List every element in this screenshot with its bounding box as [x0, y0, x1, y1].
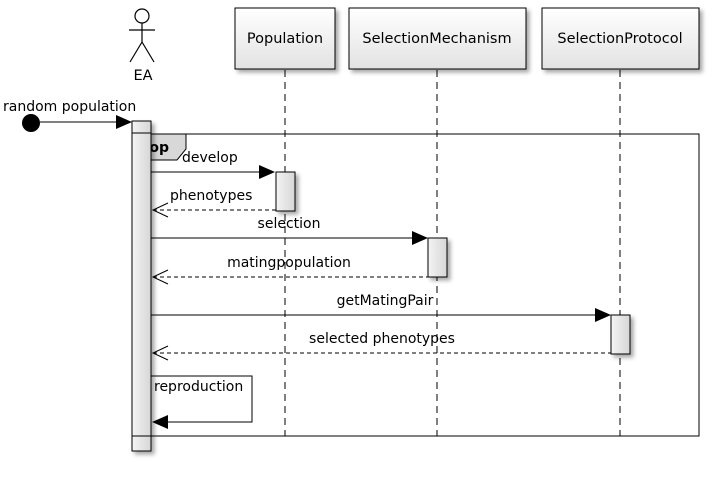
ea-activation	[131, 120, 152, 452]
selection-protocol-activation	[610, 314, 631, 355]
arrowhead-icon	[595, 308, 611, 322]
participant-population: Population	[234, 7, 336, 70]
message-label: develop	[182, 150, 238, 166]
message-develop: develop	[151, 150, 275, 179]
message-random-population: random population	[3, 99, 136, 132]
population-activation	[275, 171, 296, 212]
message-phenotypes: phenotypes	[151, 188, 276, 218]
message-selection: selection	[151, 216, 428, 245]
participant-label: SelectionMechanism	[362, 31, 511, 47]
message-reproduction: reproduction	[151, 375, 253, 429]
message-label: getMatingPair	[337, 293, 434, 309]
arrowhead-icon	[152, 415, 168, 429]
message-label: phenotypes	[170, 188, 252, 204]
message-label: selected phenotypes	[309, 331, 455, 347]
participant-label: Population	[247, 31, 323, 47]
participant-selection-protocol: SelectionProtocol	[541, 7, 700, 70]
lifelines	[284, 70, 621, 436]
message-get-mating-pair: getMatingPair	[151, 293, 611, 322]
selection-mechanism-activation	[427, 237, 448, 278]
participant-selection-mechanism: SelectionMechanism	[348, 7, 527, 70]
arrowhead-icon	[412, 231, 428, 245]
open-arrowhead-icon	[151, 202, 169, 218]
participant-label: SelectionProtocol	[557, 31, 682, 47]
open-arrowhead-icon	[151, 345, 169, 361]
actor-label: EA	[133, 68, 152, 84]
message-matingpopulation: matingpopulation	[151, 255, 428, 285]
message-label: random population	[3, 99, 136, 115]
found-message-dot-icon	[22, 114, 40, 132]
arrowhead-icon	[259, 165, 275, 179]
arrowhead-icon	[116, 115, 132, 129]
message-label: reproduction	[154, 379, 243, 395]
open-arrowhead-icon	[151, 269, 169, 285]
actor-ea: EA	[129, 8, 155, 84]
message-label: matingpopulation	[227, 255, 351, 271]
message-label: selection	[258, 216, 321, 232]
actor-head-icon	[134, 8, 150, 24]
message-selected-phenotypes: selected phenotypes	[151, 331, 611, 361]
